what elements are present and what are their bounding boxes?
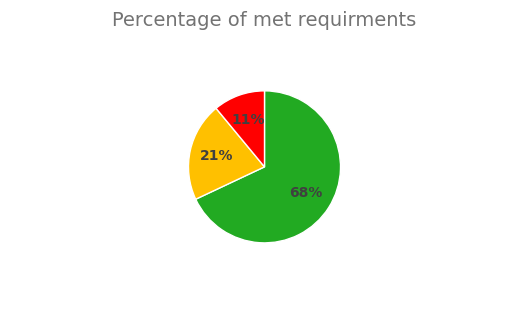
Wedge shape xyxy=(188,108,264,199)
Text: 68%: 68% xyxy=(289,186,323,200)
Title: Percentage of met requirments: Percentage of met requirments xyxy=(112,11,417,30)
Text: 11%: 11% xyxy=(231,113,264,127)
Wedge shape xyxy=(216,91,264,167)
Wedge shape xyxy=(196,91,341,243)
Text: 21%: 21% xyxy=(199,149,233,163)
